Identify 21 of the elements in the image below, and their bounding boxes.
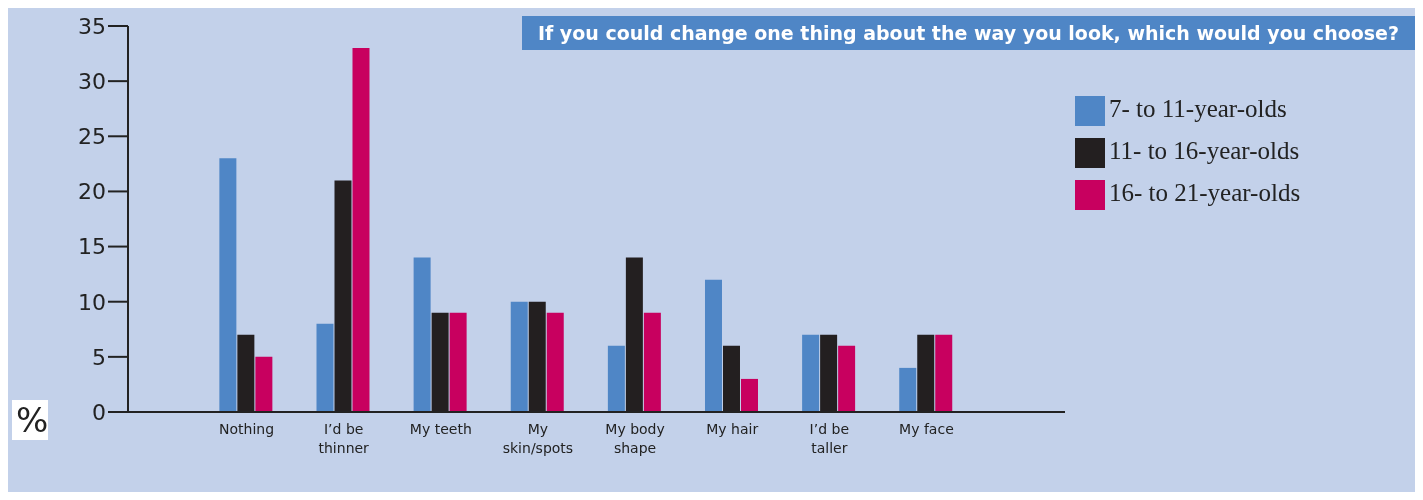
y-tick-label: 30	[78, 68, 106, 94]
y-tick-label: 5	[92, 344, 106, 370]
y-tick-label: 20	[78, 179, 106, 205]
legend-label: 11- to 16-year-olds	[1109, 137, 1300, 164]
y-tick-label: 10	[78, 289, 106, 315]
y-axis-title: %	[12, 400, 49, 440]
x-tick-label: I’d be taller	[809, 421, 850, 456]
y-tick-label: 0	[92, 399, 106, 425]
x-tick-label: My hair	[706, 421, 759, 437]
x-tick-label: Nothing	[219, 421, 275, 437]
x-tick-label: My skin/spots	[502, 421, 574, 456]
y-tick-label: 25	[78, 124, 106, 150]
legend-label: 7- to 11-year-olds	[1109, 95, 1287, 122]
x-tick-label: My teeth	[409, 421, 472, 437]
legend-label: 16- to 21-year-olds	[1109, 179, 1301, 206]
y-tick-label: 15	[78, 234, 106, 260]
x-tick-label: My face	[899, 421, 954, 437]
y-tick-label: 35	[78, 13, 106, 39]
x-tick-label: My body shape	[605, 421, 665, 456]
x-tick-label: I’d be thinner	[318, 421, 370, 456]
chart-title: If you could change one thing about the way you look, which would you choose?	[521, 16, 1415, 50]
